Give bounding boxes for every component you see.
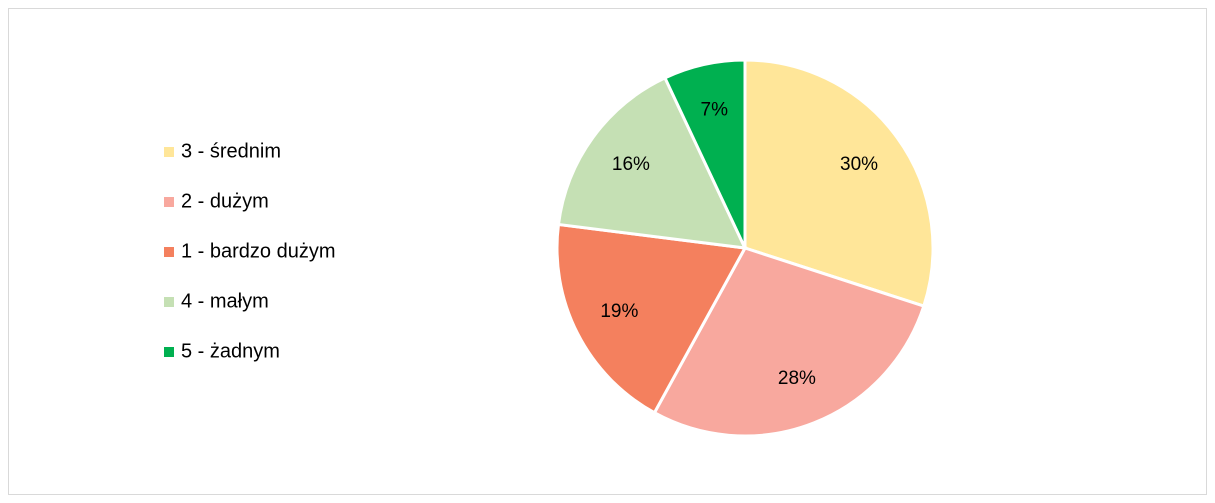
legend-label: 1 - bardzo dużym (181, 240, 336, 262)
legend-swatch (164, 347, 174, 357)
data-label: 28% (778, 368, 816, 389)
legend-swatch (164, 247, 174, 257)
legend-label: 3 - średnim (181, 140, 281, 162)
pie-slice (652, 246, 926, 438)
legend-label: 5 - żadnym (181, 340, 280, 362)
pie-slice (555, 222, 748, 415)
data-label: 7% (701, 99, 729, 120)
legend-swatch (164, 297, 174, 307)
legend-label: 2 - dużym (181, 190, 269, 212)
legend-swatch (164, 147, 174, 157)
legend-label: 4 - małym (181, 290, 269, 312)
data-label: 19% (600, 301, 638, 322)
legend-swatch (164, 197, 174, 207)
data-label: 30% (840, 154, 878, 175)
pie-slice (743, 58, 935, 308)
data-label: 16% (612, 154, 650, 175)
pie-slice (556, 75, 748, 250)
pie-slice (662, 58, 747, 249)
